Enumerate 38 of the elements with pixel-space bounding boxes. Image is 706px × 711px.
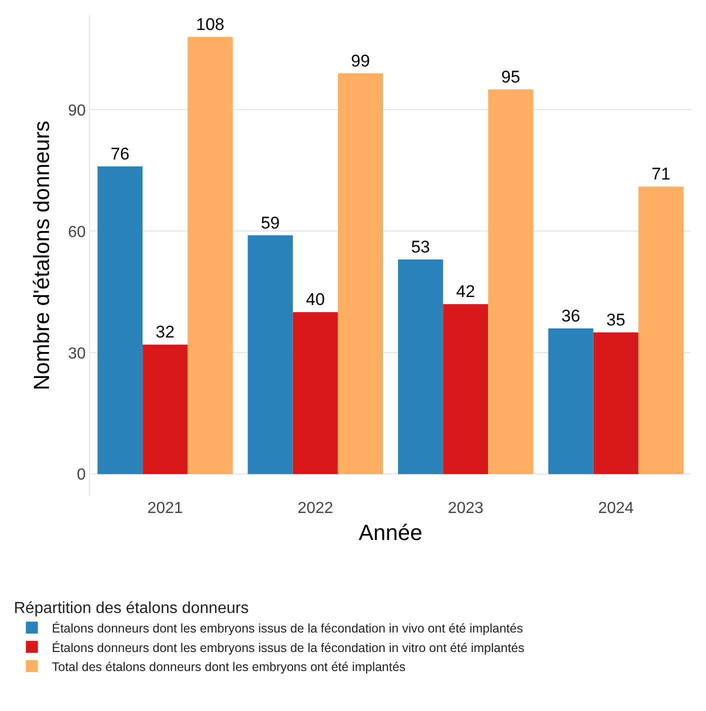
data-label: 59 xyxy=(260,213,280,232)
y-tick-label: 0 xyxy=(76,466,86,484)
data-label: 108 xyxy=(196,14,224,34)
bar xyxy=(98,166,143,474)
data-label: 40 xyxy=(306,290,325,310)
data-label: 36 xyxy=(561,306,580,326)
bar xyxy=(488,90,534,474)
bar xyxy=(292,312,338,474)
bar xyxy=(398,260,444,474)
y-axis-title: Nombre d'étalons donneurs xyxy=(28,120,54,390)
legend-label: Étalons donneurs dont les embryons issus de la fécondation in vivo ont été implantés xyxy=(52,622,523,636)
data-label: 35 xyxy=(606,310,626,330)
bar xyxy=(338,73,383,474)
bar xyxy=(593,332,638,474)
x-tick-label: 2023 xyxy=(448,500,484,517)
y-tick-label: 60 xyxy=(68,224,86,241)
bar xyxy=(638,186,684,474)
y-tick-label: 30 xyxy=(68,345,86,362)
bar xyxy=(443,304,488,474)
data-label: 99 xyxy=(350,51,370,70)
y-tick-label: 90 xyxy=(68,102,86,120)
data-label: 95 xyxy=(501,68,520,86)
x-axis-title: Année xyxy=(358,520,422,545)
bar xyxy=(248,235,293,474)
legend-label: Total des étalons donneurs dont les embryons ont été implantés xyxy=(52,660,406,674)
data-label: 53 xyxy=(411,238,430,257)
bar xyxy=(188,36,233,474)
legend-title: Répartition des étalons donneurs xyxy=(14,600,249,617)
x-tick-label: 2021 xyxy=(147,500,184,517)
data-label: 42 xyxy=(456,282,476,302)
data-label: 71 xyxy=(651,164,670,184)
bar xyxy=(548,328,594,474)
data-label: 76 xyxy=(110,144,130,164)
x-tick-label: 2024 xyxy=(598,500,634,517)
x-tick-label: 2022 xyxy=(298,500,334,517)
bar xyxy=(142,344,188,474)
legend-label: Étalons donneurs dont les embryons issus de la fécondation in vitro ont été implantés xyxy=(52,640,524,655)
data-label: 32 xyxy=(156,322,175,342)
